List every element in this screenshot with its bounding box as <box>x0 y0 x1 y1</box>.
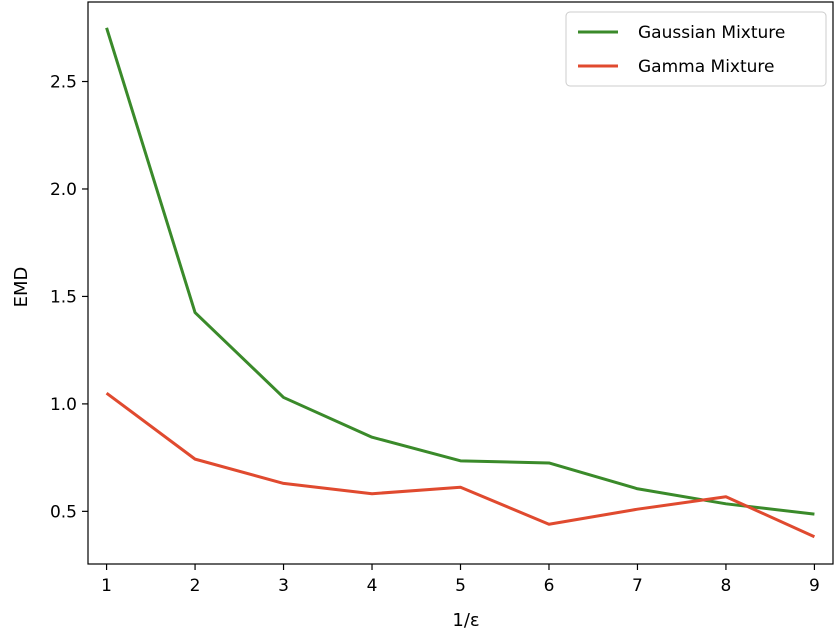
ticks-layer: 1 2 3 4 5 6 7 8 9 0.5 1.0 1.5 2.0 2.5 <box>50 73 820 596</box>
legend: Gaussian Mixture Gamma Mixture <box>565 11 827 87</box>
series-layer <box>105 27 816 539</box>
y-tick-label: 1.5 <box>50 287 77 307</box>
legend-label-gamma-mixture: Gamma Mixture <box>638 57 775 77</box>
x-axis-label: 1/ε <box>452 610 479 631</box>
legend-box <box>565 11 827 87</box>
x-tick-label: 9 <box>809 576 820 596</box>
y-tick-label: 2.5 <box>50 73 77 93</box>
y-tick-label: 1.0 <box>50 395 77 415</box>
x-tick-label: 7 <box>632 576 643 596</box>
x-tick-label: 6 <box>544 576 555 596</box>
y-axis-label: EMD <box>11 267 32 308</box>
series-line-gamma-mixture <box>105 391 816 539</box>
x-tick-label: 4 <box>367 576 378 596</box>
legend-label-gaussian-mixture: Gaussian Mixture <box>638 23 785 43</box>
y-tick-label: 0.5 <box>50 502 77 522</box>
y-tick-label: 2.0 <box>50 180 77 200</box>
x-tick-label: 3 <box>278 576 289 596</box>
series-line-gaussian-mixture <box>105 27 815 516</box>
x-tick-label: 5 <box>455 576 466 596</box>
x-tick-label: 1 <box>101 576 112 596</box>
x-tick-label: 2 <box>190 576 201 596</box>
x-tick-label: 8 <box>721 576 732 596</box>
